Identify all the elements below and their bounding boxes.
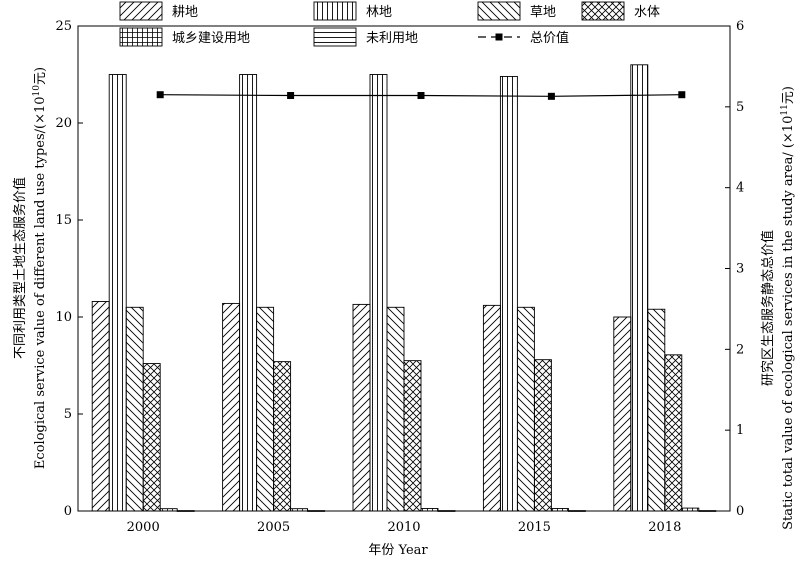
bar-vertical-2005 — [239, 74, 258, 512]
total-value-marker-2015 — [547, 92, 555, 100]
legend-swatch-diag-left — [477, 1, 521, 21]
x-tick-label-2018: 2018 — [648, 520, 681, 535]
right-tick-label: 6 — [736, 19, 744, 34]
bar-vertical-2000 — [108, 74, 127, 512]
right-tick-label: 2 — [736, 342, 744, 357]
right-axis-title: 研究区生态服务静态总价值 Static total value of ecolo… — [760, 86, 796, 530]
x-tick-label-2010: 2010 — [387, 520, 420, 535]
right-tick-label: 5 — [736, 100, 744, 115]
x-axis-title: 年份 Year — [368, 543, 428, 558]
bar-diag-right-2010 — [352, 303, 371, 512]
bar-cross-2015 — [533, 359, 552, 512]
bar-diag-left-2005 — [256, 306, 275, 512]
bar-vertical-2018 — [630, 64, 649, 512]
legend-label: 未利用地 — [366, 31, 418, 46]
x-tick-label-2005: 2005 — [257, 520, 290, 535]
bar-diag-left-2010 — [386, 306, 405, 512]
legend-label: 城乡建设用地 — [172, 31, 250, 46]
legend-swatch-vertical — [313, 1, 357, 21]
total-value-marker-2000 — [156, 91, 164, 99]
legend-swatch-diag-right — [119, 1, 163, 21]
legend-label-total: 总价值 — [530, 30, 569, 46]
total-value-marker-2005 — [287, 92, 295, 100]
x-tick-label-2000: 2000 — [127, 520, 160, 535]
left-tick-label: 10 — [55, 310, 72, 325]
axis-ticks: 0 5 10 15 20 25 0 1 2 3 4 5 6 2000 2005 2010 2015 2018 — [55, 19, 744, 535]
legend-line-marker — [495, 33, 503, 41]
left-axis-title-cn: 不同利用类型土地生态服务价值 — [12, 177, 28, 359]
legend-label: 耕地 — [172, 4, 198, 20]
right-tick-label: 3 — [736, 262, 744, 277]
x-tick-label-2015: 2015 — [518, 520, 551, 535]
bar-cross-2010 — [403, 360, 422, 512]
legend-swatch-grid — [119, 27, 163, 47]
right-tick-label: 4 — [736, 181, 744, 196]
legend-swatch-cross — [581, 1, 625, 21]
right-tick-label: 0 — [736, 504, 744, 519]
bar-diag-right-2005 — [222, 302, 241, 512]
left-tick-label: 25 — [55, 19, 72, 34]
legend-label: 林地 — [366, 5, 392, 20]
total-value-marker-2010 — [417, 92, 425, 100]
bars — [91, 64, 717, 512]
right-axis-title-cn: 研究区生态服务静态总价值 — [760, 230, 776, 386]
left-tick-label: 0 — [64, 504, 72, 519]
bar-diag-right-2000 — [91, 301, 110, 512]
bar-diag-right-2018 — [613, 316, 632, 512]
left-tick-label: 5 — [64, 407, 72, 422]
legend-swatch-horizontal — [313, 27, 357, 47]
total-value-marker-2018 — [678, 91, 686, 99]
bar-diag-right-2015 — [482, 304, 501, 512]
legend-label: 水体 — [634, 5, 660, 20]
bar-diag-left-2000 — [125, 306, 144, 512]
right-axis-title-en: Static total value of ecological service… — [780, 86, 796, 530]
total-value-line-layer — [156, 91, 686, 100]
bar-vertical-2010 — [369, 74, 388, 512]
bar-cross-2018 — [664, 354, 683, 512]
bar-diag-left-2015 — [516, 306, 535, 512]
bar-cross-2000 — [142, 363, 161, 512]
left-axis-title-en: Ecological service value of different la… — [32, 67, 48, 469]
bar-diag-left-2018 — [647, 308, 666, 512]
bar-vertical-2015 — [499, 75, 518, 512]
bar-cross-2005 — [273, 361, 292, 512]
right-tick-label: 1 — [736, 423, 744, 438]
left-axis-title: 不同利用类型土地生态服务价值 Ecological service value … — [12, 67, 48, 469]
left-tick-label: 20 — [55, 116, 72, 131]
left-tick-label: 15 — [55, 213, 72, 228]
legend-label: 草地 — [530, 5, 556, 20]
